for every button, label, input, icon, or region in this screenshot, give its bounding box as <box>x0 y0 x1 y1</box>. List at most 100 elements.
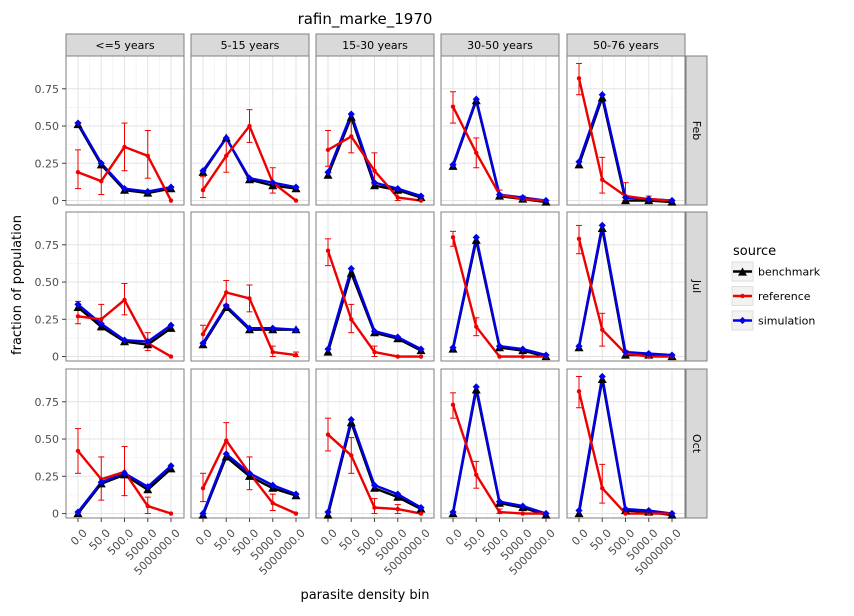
facet-strip-col-label: 50-76 years <box>593 39 659 52</box>
reference-point <box>200 331 206 337</box>
y-tick-label: 0 <box>52 195 59 208</box>
reference-point <box>122 144 127 150</box>
simulation-point <box>292 490 300 498</box>
y-tick-label: 0 <box>52 508 59 521</box>
simulation-point <box>417 345 425 353</box>
reference-point <box>75 448 81 454</box>
simulation-point <box>347 265 355 273</box>
panel-series-group <box>448 383 551 519</box>
reference-point <box>99 178 104 184</box>
panel-series-group <box>574 372 677 519</box>
simulation-point <box>222 302 230 310</box>
x-axis-label: parasite density bin <box>300 588 429 603</box>
reference-point <box>418 198 424 203</box>
simulation-point <box>668 351 676 359</box>
panel-series-group <box>73 283 176 359</box>
simulation-point <box>417 192 425 200</box>
simulation-point <box>449 343 457 352</box>
simulation-point <box>621 348 630 356</box>
reference-point <box>168 198 174 203</box>
reference-point <box>270 500 275 506</box>
legend: source benchmark reference simulation <box>731 244 821 331</box>
panel-border <box>65 211 185 362</box>
simulation-point <box>167 462 175 470</box>
reference-point <box>520 354 525 359</box>
y-tick-label: 0.50 <box>35 276 60 289</box>
reference-point <box>395 195 400 200</box>
reference-point <box>395 506 400 512</box>
simulation-point <box>645 349 653 358</box>
y-axis-label: fraction of population <box>10 215 25 355</box>
reference-point <box>293 198 299 203</box>
simulation-point <box>167 183 175 191</box>
simulation-point <box>417 503 425 512</box>
simulation-point <box>74 508 82 516</box>
reference-point <box>325 432 331 437</box>
panel-series-group <box>73 119 176 203</box>
panel-series-group <box>448 230 551 361</box>
y-tick-label: 0.25 <box>35 157 60 170</box>
reference-point <box>600 486 605 491</box>
y-tick-label: 0.75 <box>35 396 60 409</box>
legend-label: simulation <box>758 315 815 328</box>
simulation-point <box>495 342 504 350</box>
simulation-point <box>449 161 457 169</box>
simulation-point <box>144 187 152 196</box>
facet-panels: <=5 years 5-15 years 15-30 years 30-50 year… <box>35 33 708 578</box>
reference-point <box>200 187 206 193</box>
simulation-point <box>269 481 277 489</box>
simulation-point <box>575 158 583 166</box>
reference-point <box>247 123 252 129</box>
panel-series-group <box>198 422 301 519</box>
facet-strip-col-label: 30-50 years <box>467 39 533 52</box>
panel-border <box>190 55 310 206</box>
panel-series-group <box>73 428 176 518</box>
reference-point <box>474 324 479 329</box>
reference-point <box>168 354 174 359</box>
panel-border <box>566 211 686 362</box>
simulation-point <box>245 174 254 182</box>
simulation-point <box>245 324 254 332</box>
facet-strip-col-label: 15-30 years <box>342 39 408 52</box>
reference-point <box>520 511 525 516</box>
simulation-point <box>324 168 332 176</box>
facet-strip-row-label: Oct <box>690 434 703 454</box>
simulation-point <box>144 483 152 491</box>
simulation-point <box>495 190 504 199</box>
facet-strip-row <box>685 211 708 362</box>
simulation-point <box>645 506 653 515</box>
reference-point <box>224 438 229 443</box>
facet-strip-row <box>685 368 708 519</box>
simulation-point <box>598 372 606 381</box>
reference-point <box>450 104 456 109</box>
simulation-point <box>449 508 457 516</box>
simulation-point <box>472 95 480 103</box>
benchmark-point <box>346 268 356 277</box>
panel-series-group <box>323 110 426 203</box>
reference-point <box>122 297 127 303</box>
simulation-point <box>120 469 129 477</box>
y-tick-label: 0.50 <box>35 433 60 446</box>
y-tick-label: 0 <box>52 351 59 364</box>
simulation-point <box>97 320 105 328</box>
panel-border <box>315 55 435 206</box>
simulation-point <box>598 221 606 230</box>
simulation-point <box>347 416 355 424</box>
y-tick-label: 0.25 <box>35 313 60 326</box>
chart-title: rafin_marke_1970 <box>298 10 433 29</box>
reference-point <box>349 317 354 322</box>
simulation-point <box>74 119 82 127</box>
reference-point <box>168 511 174 516</box>
panel-series-group <box>198 280 301 358</box>
simulation-point <box>120 185 129 193</box>
legend-label: reference <box>758 290 811 303</box>
panel-series-group <box>574 62 677 206</box>
simulation-point <box>370 179 379 187</box>
reference-point <box>349 134 354 139</box>
simulation-point <box>668 196 676 205</box>
panel-border <box>566 55 686 206</box>
simulation-point <box>324 508 332 516</box>
panel-series-group <box>448 91 551 206</box>
panel-border <box>190 211 310 362</box>
